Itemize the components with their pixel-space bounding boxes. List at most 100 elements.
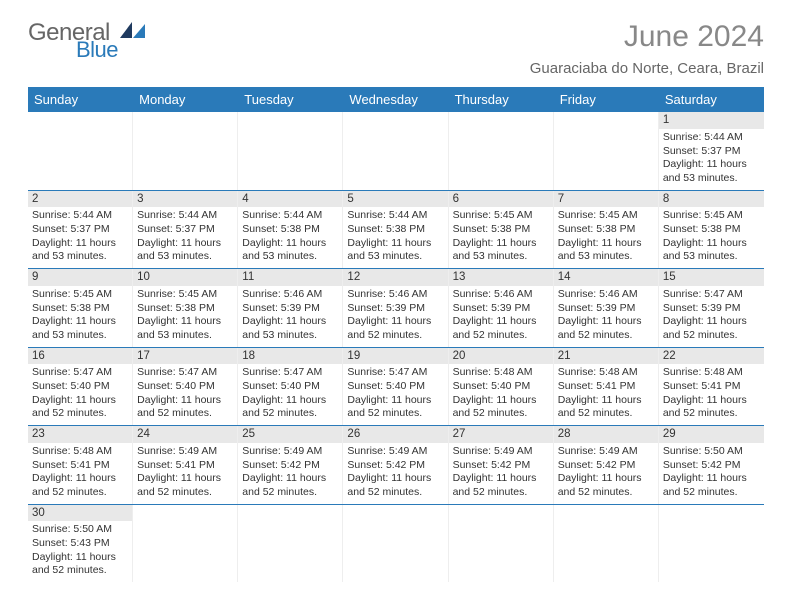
day-info-line: Sunset: 5:43 PM <box>32 537 128 551</box>
day-info-line: Sunset: 5:39 PM <box>453 302 549 316</box>
day-number: 6 <box>449 191 553 208</box>
day-number: 27 <box>449 426 553 443</box>
day-info-line: Daylight: 11 hours <box>347 315 443 329</box>
day-info-line: Sunset: 5:41 PM <box>663 380 760 394</box>
day-cell: 1 Sunrise: 5:44 AMSunset: 5:37 PMDaylight… <box>659 112 764 190</box>
day-info-line: Daylight: 11 hours <box>453 315 549 329</box>
day-info-line: Sunset: 5:41 PM <box>32 459 128 473</box>
day-info-line: Sunset: 5:39 PM <box>347 302 443 316</box>
weekday-label: Saturday <box>659 87 764 112</box>
day-info-line: and 52 minutes. <box>137 407 233 421</box>
weekday-label: Friday <box>554 87 659 112</box>
day-info-line: Sunrise: 5:50 AM <box>32 523 128 537</box>
day-info-line: and 52 minutes. <box>663 486 760 500</box>
weekday-header: SundayMondayTuesdayWednesdayThursdayFrid… <box>28 87 764 112</box>
day-cell: 25Sunrise: 5:49 AMSunset: 5:42 PMDayligh… <box>238 426 343 504</box>
day-info-line: Sunset: 5:41 PM <box>137 459 233 473</box>
day-info-line: Sunrise: 5:47 AM <box>242 366 338 380</box>
day-cell: 30Sunrise: 5:50 AMSunset: 5:43 PMDayligh… <box>28 505 133 583</box>
day-info-line: Sunset: 5:42 PM <box>558 459 654 473</box>
day-info-line: and 53 minutes. <box>347 250 443 264</box>
day-info-line: Sunrise: 5:45 AM <box>453 209 549 223</box>
day-info-line: and 52 minutes. <box>137 486 233 500</box>
weekday-label: Sunday <box>28 87 133 112</box>
day-info-line: Sunrise: 5:50 AM <box>663 445 760 459</box>
day-info-line: Sunset: 5:39 PM <box>663 302 760 316</box>
day-cell: 16Sunrise: 5:47 AMSunset: 5:40 PMDayligh… <box>28 348 133 426</box>
day-info-line: Daylight: 11 hours <box>242 394 338 408</box>
day-info-line: Sunrise: 5:45 AM <box>558 209 654 223</box>
day-cell: 15Sunrise: 5:47 AMSunset: 5:39 PMDayligh… <box>659 269 764 347</box>
day-number: 2 <box>28 191 132 208</box>
day-info-line: Sunrise: 5:48 AM <box>558 366 654 380</box>
day-info-line: Sunset: 5:39 PM <box>242 302 338 316</box>
empty-cell <box>449 112 554 190</box>
day-info-line: Daylight: 11 hours <box>453 394 549 408</box>
day-info-line: and 52 minutes. <box>453 329 549 343</box>
day-info-line: Daylight: 11 hours <box>663 158 760 172</box>
day-info-line: Sunset: 5:38 PM <box>663 223 760 237</box>
day-number: 25 <box>238 426 342 443</box>
day-number: 21 <box>554 348 658 365</box>
day-info-line: Sunrise: 5:46 AM <box>347 288 443 302</box>
day-info-line: Sunset: 5:40 PM <box>32 380 128 394</box>
day-info-line: Sunset: 5:37 PM <box>137 223 233 237</box>
day-info-line: Daylight: 11 hours <box>663 472 760 486</box>
day-info-line: Sunrise: 5:44 AM <box>32 209 128 223</box>
day-number: 8 <box>659 191 764 208</box>
week-row: 9Sunrise: 5:45 AMSunset: 5:38 PMDaylight… <box>28 269 764 348</box>
day-info-line: Sunset: 5:38 PM <box>242 223 338 237</box>
empty-cell <box>238 112 343 190</box>
weekday-label: Wednesday <box>343 87 448 112</box>
day-info-line: Daylight: 11 hours <box>32 472 128 486</box>
day-number: 10 <box>133 269 237 286</box>
empty-cell <box>343 505 448 583</box>
day-cell: 6Sunrise: 5:45 AMSunset: 5:38 PMDaylight… <box>449 191 554 269</box>
day-info-line: Sunrise: 5:44 AM <box>242 209 338 223</box>
day-cell: 21Sunrise: 5:48 AMSunset: 5:41 PMDayligh… <box>554 348 659 426</box>
day-info-line: and 52 minutes. <box>32 486 128 500</box>
day-cell: 10Sunrise: 5:45 AMSunset: 5:38 PMDayligh… <box>133 269 238 347</box>
day-info-line: and 52 minutes. <box>347 486 443 500</box>
day-info-line: Sunset: 5:41 PM <box>558 380 654 394</box>
day-number: 20 <box>449 348 553 365</box>
month-title: June 2024 <box>530 20 764 54</box>
day-number: 1 <box>659 112 764 129</box>
day-info-line: and 53 minutes. <box>453 250 549 264</box>
day-info-line: Daylight: 11 hours <box>347 237 443 251</box>
day-cell: 7Sunrise: 5:45 AMSunset: 5:38 PMDaylight… <box>554 191 659 269</box>
day-info-line: Sunset: 5:39 PM <box>558 302 654 316</box>
day-cell: 11Sunrise: 5:46 AMSunset: 5:39 PMDayligh… <box>238 269 343 347</box>
day-info-line: Daylight: 11 hours <box>137 315 233 329</box>
day-number: 4 <box>238 191 342 208</box>
day-info-line: Sunset: 5:38 PM <box>453 223 549 237</box>
day-number: 13 <box>449 269 553 286</box>
header: General Blue June 2024 Guaraciaba do Nor… <box>28 20 764 77</box>
day-cell: 3Sunrise: 5:44 AMSunset: 5:37 PMDaylight… <box>133 191 238 269</box>
week-row: 2Sunrise: 5:44 AMSunset: 5:37 PMDaylight… <box>28 191 764 270</box>
day-cell: 28Sunrise: 5:49 AMSunset: 5:42 PMDayligh… <box>554 426 659 504</box>
empty-cell <box>659 505 764 583</box>
day-info-line: and 52 minutes. <box>453 407 549 421</box>
empty-cell <box>133 112 238 190</box>
day-info-line: Sunset: 5:40 PM <box>242 380 338 394</box>
day-info-line: Daylight: 11 hours <box>242 472 338 486</box>
day-info-line: Sunrise: 5:44 AM <box>663 131 760 145</box>
location: Guaraciaba do Norte, Ceara, Brazil <box>530 60 764 77</box>
weekday-label: Thursday <box>449 87 554 112</box>
day-info-line: Daylight: 11 hours <box>663 394 760 408</box>
day-info-line: Daylight: 11 hours <box>558 237 654 251</box>
day-info-line: Sunset: 5:37 PM <box>663 145 760 159</box>
empty-cell <box>449 505 554 583</box>
day-info-line: Sunset: 5:40 PM <box>137 380 233 394</box>
day-info-line: Sunrise: 5:48 AM <box>32 445 128 459</box>
day-number: 16 <box>28 348 132 365</box>
day-info-line: and 52 minutes. <box>32 407 128 421</box>
day-cell: 13Sunrise: 5:46 AMSunset: 5:39 PMDayligh… <box>449 269 554 347</box>
day-info-line: Daylight: 11 hours <box>137 237 233 251</box>
day-info-line: and 52 minutes. <box>32 564 128 578</box>
day-info-line: Sunrise: 5:45 AM <box>32 288 128 302</box>
day-number: 3 <box>133 191 237 208</box>
day-cell: 8Sunrise: 5:45 AMSunset: 5:38 PMDaylight… <box>659 191 764 269</box>
day-info-line: Sunrise: 5:49 AM <box>558 445 654 459</box>
